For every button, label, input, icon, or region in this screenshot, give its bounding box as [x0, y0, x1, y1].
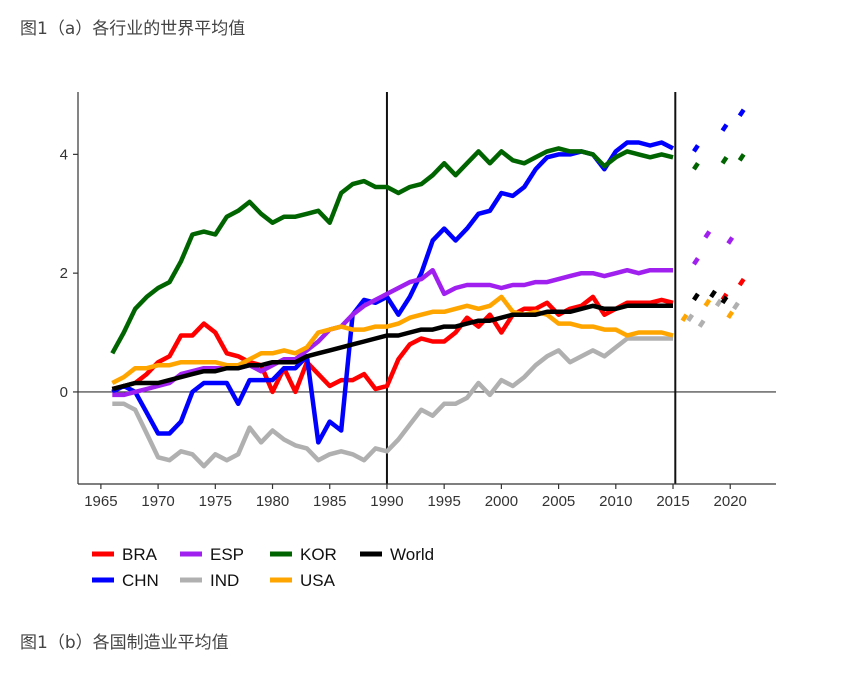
x-tick-label: 2000: [485, 493, 518, 510]
projection-mark-world: [692, 292, 700, 302]
legend-label-ind: IND: [210, 571, 239, 590]
x-tick-label: 1965: [84, 493, 117, 510]
axes: 1965 1970 1975 1980 1985 1990 1995 2000 2005 2010…: [60, 92, 776, 510]
projection-mark-ind: [697, 319, 706, 328]
series-layer: [110, 108, 746, 469]
projection-mark-esp: [692, 257, 700, 266]
series-line-kor: [110, 146, 674, 355]
series-line-world: [111, 303, 673, 392]
projection-mark-world: [709, 289, 717, 299]
x-tick-label: 1995: [427, 493, 460, 510]
x-tick-label: 1970: [141, 493, 174, 510]
projection-mark-ind: [732, 301, 740, 311]
line-chart: 1965 1970 1975 1980 1985 1990 1995 2000 2005 2010…: [60, 92, 776, 590]
figure-caption-top: 图1（a）各行业的世界平均值: [20, 19, 246, 39]
projection-mark-kor: [720, 156, 729, 165]
reference-lines: [78, 92, 776, 484]
y-tick-label: 0: [60, 384, 68, 401]
y-tick-label: 2: [60, 265, 68, 282]
projection-mark-esp: [703, 230, 712, 239]
legend-label-world: World: [390, 545, 434, 564]
legend: BRA CHN ESP IND KOR USA World: [92, 545, 434, 590]
series-line-esp: [112, 267, 673, 398]
series-line-bra: [111, 294, 674, 395]
projection-mark-chn: [720, 123, 729, 132]
projection-mark-kor: [737, 153, 746, 162]
legend-label-usa: USA: [300, 571, 336, 590]
projection-mark-kor: [692, 161, 700, 171]
x-tick-label: 2005: [542, 493, 575, 510]
x-tick-label: 1980: [256, 493, 289, 510]
projection-mark-bra: [737, 277, 746, 287]
projection-mark-usa: [726, 310, 735, 319]
figure-caption-bottom: 图1（b）各国制造业平均值: [20, 633, 229, 653]
series-line-ind: [112, 336, 673, 469]
x-tick-label: 2020: [714, 493, 747, 510]
projection-mark-esp: [726, 236, 735, 245]
series-line-usa: [111, 294, 674, 386]
projection-mark-world: [720, 295, 729, 305]
legend-label-bra: BRA: [122, 545, 158, 564]
projection-mark-chn: [737, 108, 746, 118]
x-tick-label: 2015: [656, 493, 689, 510]
projection-mark-ind: [714, 298, 723, 308]
projection-mark-usa: [680, 313, 689, 322]
projection-mark-chn: [692, 144, 700, 153]
x-tick-label: 1990: [370, 493, 403, 510]
x-tick-label: 2010: [599, 493, 632, 510]
projection-mark-usa: [703, 298, 712, 308]
x-tick-label: 1985: [313, 493, 346, 510]
y-tick-label: 4: [60, 146, 68, 163]
projection-mark-ind: [686, 313, 695, 322]
legend-label-kor: KOR: [300, 545, 337, 564]
legend-label-esp: ESP: [210, 545, 244, 564]
legend-label-chn: CHN: [122, 571, 159, 590]
x-tick-label: 1975: [199, 493, 232, 510]
